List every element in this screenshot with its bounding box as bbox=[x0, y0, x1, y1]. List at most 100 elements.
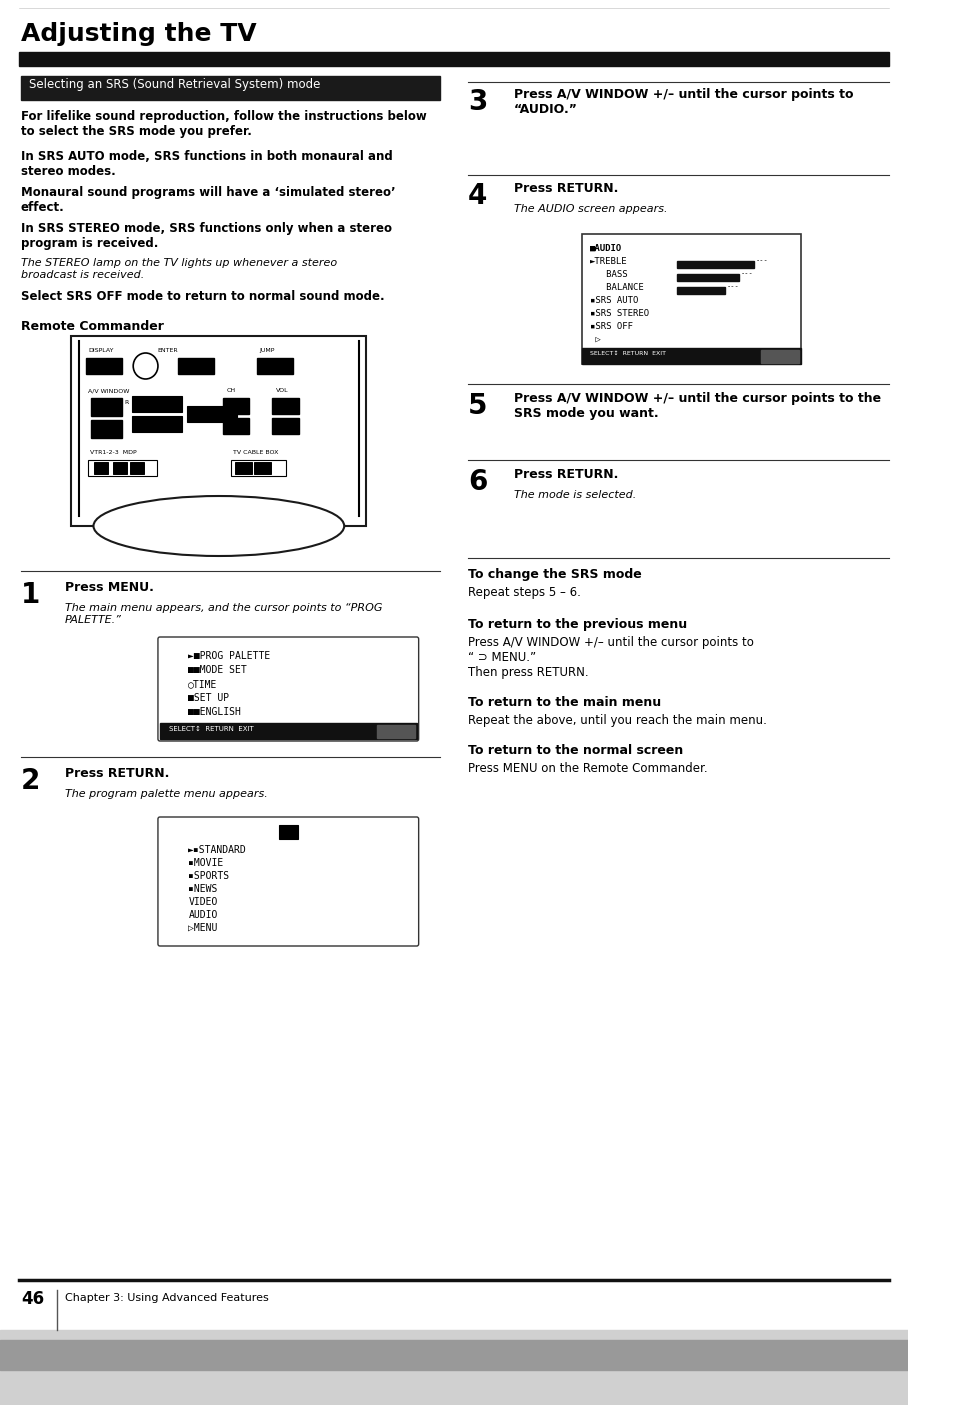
Text: Press RETURN.: Press RETURN. bbox=[514, 183, 618, 195]
Text: RETURN: RETURN bbox=[136, 419, 161, 424]
Text: The AUDIO screen appears.: The AUDIO screen appears. bbox=[514, 204, 666, 214]
Text: Repeat the above, until you reach the main menu.: Repeat the above, until you reach the ma… bbox=[468, 714, 766, 726]
Text: ▷MENU: ▷MENU bbox=[188, 923, 217, 933]
Text: 3: 3 bbox=[468, 89, 487, 117]
Text: Press A/V WINDOW +/– until the cursor points to
“AUDIO.”: Press A/V WINDOW +/– until the cursor po… bbox=[514, 89, 852, 117]
Text: CH: CH bbox=[226, 388, 235, 393]
Text: VTR1-2-3  MDP: VTR1-2-3 MDP bbox=[91, 450, 137, 455]
Bar bbox=[21, 76, 439, 100]
Text: ---: --- bbox=[740, 270, 753, 275]
Bar bbox=[113, 462, 127, 473]
Text: ○TIME: ○TIME bbox=[188, 679, 217, 688]
Text: Press MENU.: Press MENU. bbox=[65, 582, 153, 594]
Text: The mode is selected.: The mode is selected. bbox=[514, 490, 636, 500]
Text: +: + bbox=[280, 400, 290, 410]
Text: To change the SRS mode: To change the SRS mode bbox=[468, 568, 641, 582]
Text: R: R bbox=[125, 400, 129, 405]
Text: ---: --- bbox=[726, 282, 739, 289]
Text: EXIT: EXIT bbox=[380, 726, 395, 733]
Text: AUDIO: AUDIO bbox=[188, 910, 217, 920]
Text: Press A/V WINDOW +/– until the cursor points to: Press A/V WINDOW +/– until the cursor po… bbox=[468, 636, 753, 649]
Bar bbox=[272, 419, 298, 434]
Text: The main menu appears, and the cursor points to “PROG
PALETTE.”: The main menu appears, and the cursor po… bbox=[65, 603, 382, 625]
Bar bbox=[376, 725, 415, 738]
Text: In SRS AUTO mode, SRS functions in both monaural and
stereo modes.: In SRS AUTO mode, SRS functions in both … bbox=[21, 150, 393, 178]
Bar bbox=[0, 1331, 906, 1405]
Text: ▪MOVIE: ▪MOVIE bbox=[188, 858, 223, 868]
Text: ---: --- bbox=[755, 257, 767, 263]
Text: ■AUDIO: ■AUDIO bbox=[589, 244, 621, 253]
Bar bbox=[0, 1340, 906, 1370]
Text: 5: 5 bbox=[468, 392, 487, 420]
Bar bbox=[131, 462, 144, 473]
Text: ■SET UP: ■SET UP bbox=[188, 693, 230, 702]
Text: 4: 4 bbox=[468, 183, 487, 209]
Text: DISPLAY: DISPLAY bbox=[89, 348, 113, 353]
Bar bbox=[91, 398, 122, 416]
Bar bbox=[71, 336, 366, 525]
Bar bbox=[253, 462, 271, 473]
Text: The STEREO lamp on the TV lights up whenever a stereo
broadcast is received.: The STEREO lamp on the TV lights up when… bbox=[21, 259, 336, 280]
Text: 6: 6 bbox=[468, 468, 487, 496]
Text: ▪SRS AUTO: ▪SRS AUTO bbox=[589, 296, 638, 305]
Text: ■■ENGLISH: ■■ENGLISH bbox=[188, 707, 241, 717]
Text: In SRS STEREO mode, SRS functions only when a stereo
program is received.: In SRS STEREO mode, SRS functions only w… bbox=[21, 222, 392, 250]
Bar bbox=[89, 459, 157, 476]
Bar bbox=[231, 459, 286, 476]
Text: +: + bbox=[102, 400, 111, 410]
Text: -: - bbox=[231, 420, 235, 430]
Bar bbox=[581, 235, 801, 364]
Bar bbox=[581, 348, 801, 364]
Text: ENTER: ENTER bbox=[157, 348, 177, 353]
Bar bbox=[222, 398, 249, 414]
Text: +: + bbox=[231, 400, 240, 410]
Text: Selecting an SRS (Sound Retrieval System) mode: Selecting an SRS (Sound Retrieval System… bbox=[29, 79, 319, 91]
Text: ▪SPORTS: ▪SPORTS bbox=[188, 871, 230, 881]
Text: VOL: VOL bbox=[275, 388, 288, 393]
Text: Remote Commander: Remote Commander bbox=[21, 320, 164, 333]
Text: JUMP: JUMP bbox=[259, 348, 274, 353]
Bar bbox=[132, 416, 181, 431]
Bar bbox=[132, 396, 181, 412]
Bar bbox=[234, 462, 252, 473]
Bar bbox=[19, 52, 888, 66]
Text: ►TREBLE: ►TREBLE bbox=[589, 257, 627, 266]
Text: ▪NEWS: ▪NEWS bbox=[188, 884, 217, 894]
Text: PICTURE: PICTURE bbox=[191, 409, 217, 414]
Text: BASS: BASS bbox=[589, 270, 627, 280]
Text: To return to the normal screen: To return to the normal screen bbox=[468, 745, 682, 757]
Text: VIDEO: VIDEO bbox=[188, 896, 217, 908]
Bar bbox=[677, 274, 739, 281]
Text: ►▪STANDARD: ►▪STANDARD bbox=[188, 844, 247, 856]
Text: MENU: MENU bbox=[142, 399, 160, 405]
FancyBboxPatch shape bbox=[158, 816, 418, 946]
Bar bbox=[677, 261, 753, 268]
Text: ▪SRS STEREO: ▪SRS STEREO bbox=[589, 309, 648, 318]
FancyBboxPatch shape bbox=[158, 636, 418, 740]
Bar bbox=[86, 358, 122, 374]
Text: SELECT↕  RETURN  EXIT: SELECT↕ RETURN EXIT bbox=[589, 351, 665, 355]
Text: The program palette menu appears.: The program palette menu appears. bbox=[65, 790, 267, 799]
Bar bbox=[94, 462, 108, 473]
Bar bbox=[222, 419, 249, 434]
Bar bbox=[160, 724, 416, 739]
Text: To return to the previous menu: To return to the previous menu bbox=[468, 618, 686, 631]
Text: Select SRS OFF mode to return to normal sound mode.: Select SRS OFF mode to return to normal … bbox=[21, 289, 384, 303]
Bar bbox=[760, 350, 799, 362]
Text: To return to the main menu: To return to the main menu bbox=[468, 695, 660, 710]
Text: Then press RETURN.: Then press RETURN. bbox=[468, 666, 588, 679]
Text: SELECT↕  RETURN  EXIT: SELECT↕ RETURN EXIT bbox=[170, 726, 253, 732]
Text: Repeat steps 5 – 6.: Repeat steps 5 – 6. bbox=[468, 586, 580, 599]
Bar bbox=[187, 406, 236, 422]
Text: ►■PROG PALETTE: ►■PROG PALETTE bbox=[188, 651, 271, 660]
Text: Monaural sound programs will have a ‘simulated stereo’
effect.: Monaural sound programs will have a ‘sim… bbox=[21, 185, 395, 214]
Text: A/V WINDOW: A/V WINDOW bbox=[89, 388, 130, 393]
Bar bbox=[178, 358, 213, 374]
Text: For lifelike sound reproduction, follow the instructions below
to select the SRS: For lifelike sound reproduction, follow … bbox=[21, 110, 426, 138]
Text: -: - bbox=[280, 420, 285, 430]
Text: 2: 2 bbox=[21, 767, 40, 795]
Bar bbox=[91, 420, 122, 438]
Circle shape bbox=[133, 353, 158, 379]
Text: BALANCE: BALANCE bbox=[589, 282, 643, 292]
Text: TV CABLE BOX: TV CABLE BOX bbox=[233, 450, 278, 455]
